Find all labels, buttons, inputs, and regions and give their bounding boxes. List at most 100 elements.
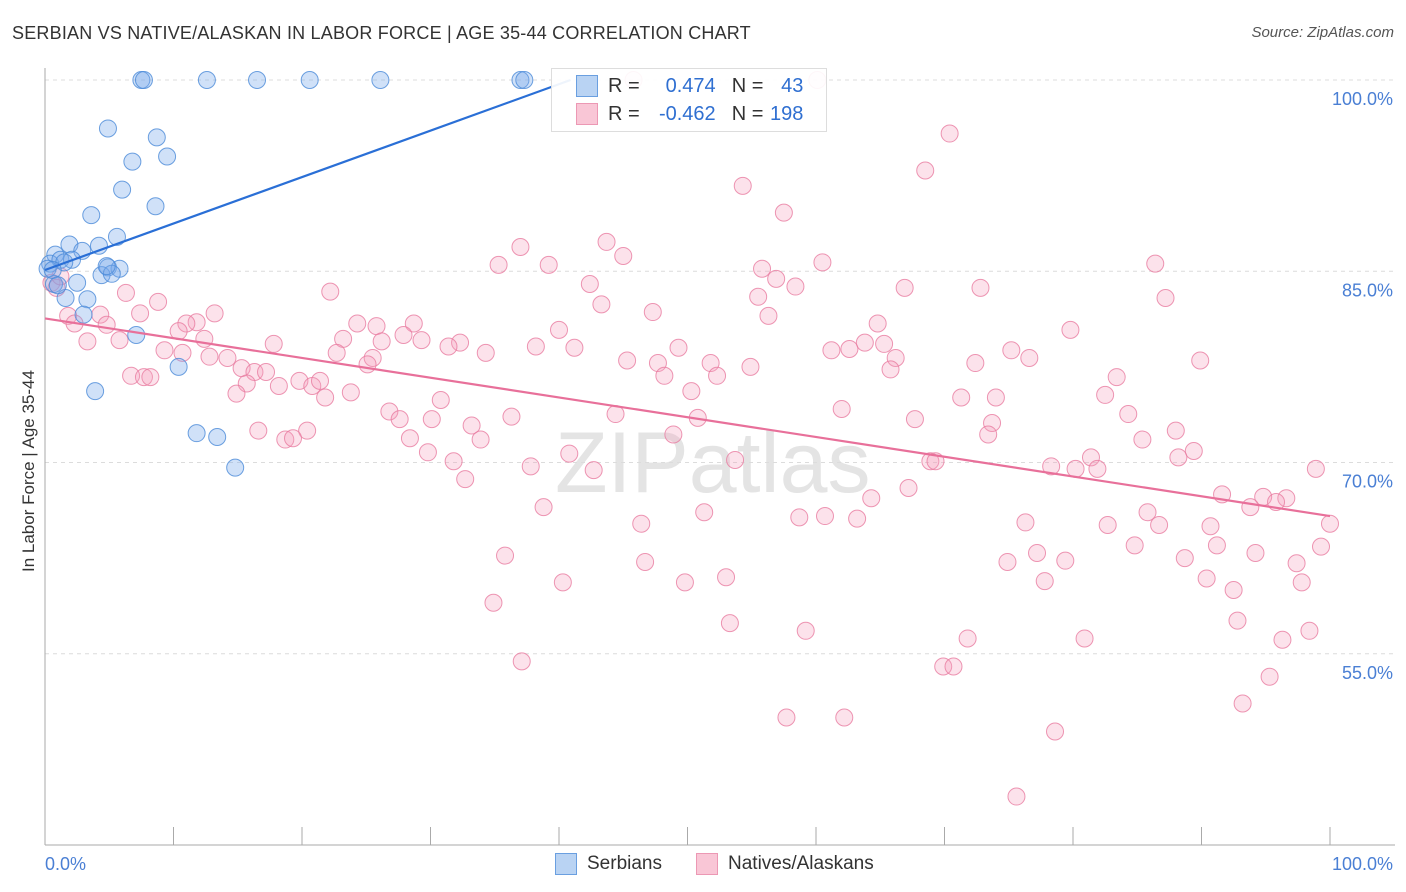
native-point — [1028, 544, 1047, 563]
native-point — [276, 430, 295, 449]
natives-legend-swatch — [696, 853, 718, 875]
native-point — [200, 347, 219, 366]
native-point — [526, 337, 545, 356]
native-point — [1260, 667, 1279, 686]
serbian-point — [197, 71, 216, 89]
native-point — [1201, 517, 1220, 536]
native-point — [177, 314, 196, 333]
serbian-point — [169, 357, 188, 376]
native-point — [348, 314, 367, 333]
native-point — [1191, 351, 1210, 370]
serbians-swatch — [576, 75, 598, 97]
native-point — [451, 333, 470, 352]
native-point — [218, 348, 237, 367]
natives-swatch — [576, 103, 598, 125]
native-point — [400, 429, 419, 448]
native-point — [675, 573, 694, 592]
native-point — [1169, 448, 1188, 467]
native-point — [539, 255, 558, 274]
native-point — [327, 343, 346, 362]
native-point — [341, 383, 360, 402]
native-point — [966, 354, 985, 373]
native-point — [895, 278, 914, 297]
native-point — [835, 708, 854, 727]
r-label: R = — [608, 75, 640, 97]
native-point — [1061, 320, 1080, 339]
native-point — [173, 343, 192, 362]
native-point — [916, 161, 935, 180]
serbian-point — [97, 257, 116, 276]
native-point — [815, 507, 834, 526]
native-point — [934, 657, 953, 676]
serbian-point — [158, 147, 177, 166]
native-point — [1007, 787, 1026, 806]
legend-item-natives[interactable]: Natives/Alaskans — [696, 852, 874, 876]
serbian-trend-line — [44, 78, 571, 272]
native-point — [511, 238, 530, 257]
y-axis-label: In Labor Force | Age 35-44 — [19, 370, 38, 572]
native-point — [404, 314, 423, 333]
native-point — [484, 593, 503, 612]
native-point — [986, 388, 1005, 407]
legend-item-serbians[interactable]: Serbians — [555, 852, 662, 876]
native-point — [971, 278, 990, 297]
native-point — [1119, 405, 1138, 424]
native-point — [777, 708, 796, 727]
native-point — [439, 337, 458, 356]
native-point — [1156, 289, 1175, 308]
serbian-point — [147, 128, 166, 147]
native-point — [726, 450, 745, 469]
native-point — [1096, 385, 1115, 404]
native-point — [141, 368, 160, 387]
native-point — [790, 508, 809, 527]
native-point — [284, 429, 303, 448]
native-point — [264, 334, 283, 353]
native-point — [774, 203, 793, 222]
native-point — [444, 452, 463, 471]
native-point — [881, 360, 900, 379]
native-point — [1166, 421, 1185, 440]
native-point — [380, 402, 399, 421]
legend-row-natives: R = -0.462 N = 198 — [576, 101, 803, 127]
native-point — [695, 503, 714, 522]
serbian-point — [123, 152, 142, 171]
native-point — [741, 357, 760, 376]
native-point — [940, 124, 959, 143]
native-point — [1056, 551, 1075, 570]
native-point — [983, 413, 1002, 432]
serbian-point — [187, 424, 206, 443]
native-point — [1233, 694, 1252, 713]
serbians-r-value: 0.474 — [665, 75, 716, 97]
native-point — [636, 552, 655, 571]
native-point — [862, 489, 881, 508]
serbian-point — [74, 305, 93, 324]
native-point — [1300, 621, 1319, 640]
native-point — [1075, 629, 1094, 648]
native-point — [998, 552, 1017, 571]
native-point — [1035, 572, 1054, 591]
native-point — [786, 277, 805, 296]
serbian-point — [511, 71, 530, 89]
native-point — [1175, 549, 1194, 568]
native-point — [298, 421, 317, 440]
native-point — [462, 416, 481, 435]
native-point — [717, 568, 736, 587]
native-point — [534, 498, 553, 517]
native-point — [422, 410, 441, 429]
native-point — [759, 306, 778, 325]
native-point — [796, 621, 815, 640]
native-point — [116, 283, 135, 302]
native-point — [155, 341, 174, 360]
serbian-point — [82, 206, 101, 225]
serbian-point — [515, 71, 534, 89]
x-tick-label-min: 0.0% — [45, 854, 86, 874]
native-point — [749, 287, 768, 306]
native-point — [580, 275, 599, 293]
native-point — [512, 652, 531, 671]
serbian-point — [98, 119, 117, 138]
native-point — [1042, 457, 1061, 476]
native-point — [875, 334, 894, 353]
n-label: N = — [731, 75, 764, 97]
native-point — [669, 338, 688, 357]
x-tick-label-max: 100.0% — [1332, 854, 1393, 874]
